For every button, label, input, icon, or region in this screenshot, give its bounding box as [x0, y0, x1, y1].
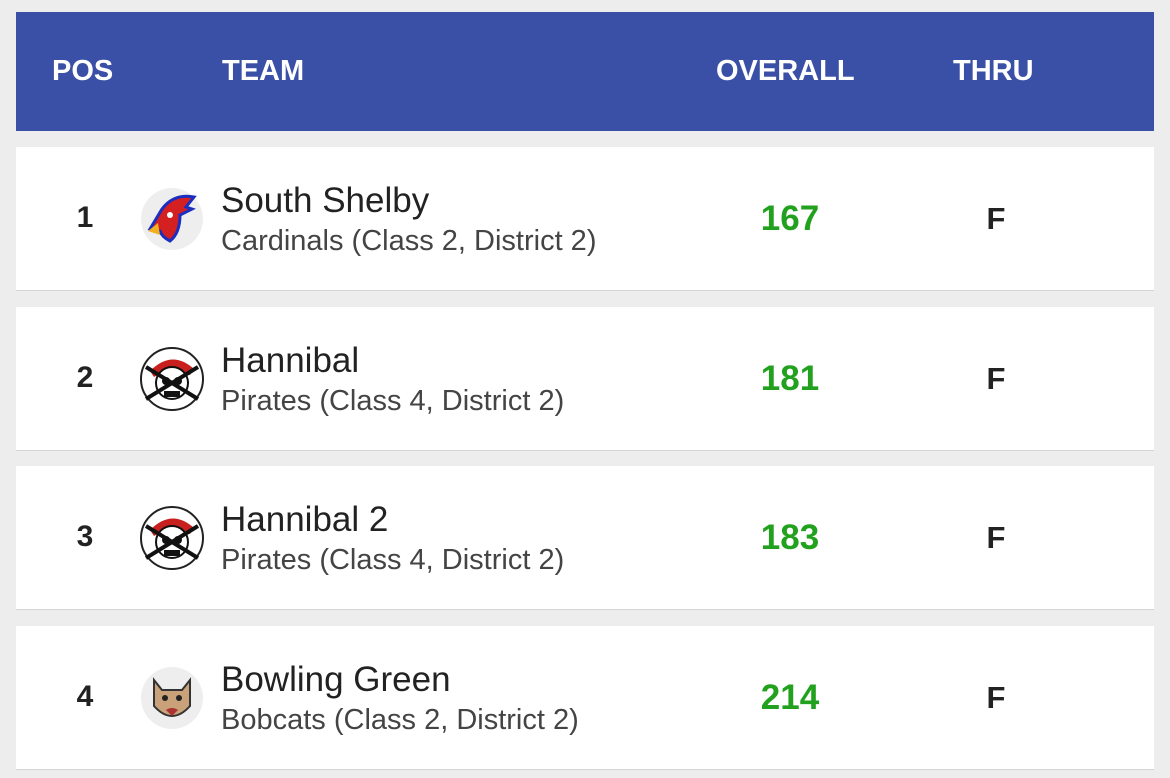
team-row[interactable]: 1 South Shelby Cardinals (Class 2, Distric…: [16, 147, 1154, 291]
overall-score: 183: [760, 518, 820, 557]
thru-status: F: [986, 679, 1006, 715]
team-row[interactable]: 4 Bowling Green Bobcats (Class 2, District…: [16, 625, 1154, 770]
team-logo: [140, 346, 204, 416]
overall-score: 167: [760, 199, 820, 238]
team-subtitle: Bobcats (Class 2, District 2): [221, 703, 579, 736]
team-subtitle: Pirates (Class 4, District 2): [221, 384, 565, 417]
team-row[interactable]: 3 Hannibal 2 Pirates (Class 4, District 2)…: [16, 466, 1154, 610]
column-header[interactable]: TEAM: [222, 55, 305, 87]
team-name: Hannibal 2: [221, 500, 389, 539]
overall-score: 214: [760, 677, 820, 717]
team-name: Hannibal: [221, 340, 360, 380]
team-subtitle: Pirates (Class 4, District 2): [221, 544, 565, 576]
team-name: South Shelby: [221, 181, 430, 220]
thru-status: F: [986, 201, 1006, 236]
thru-status: F: [986, 520, 1006, 555]
team-row[interactable]: 2 Hannibal Pirates (Class 4, District 2) 18…: [16, 306, 1154, 451]
position: 1: [76, 201, 94, 234]
column-header[interactable]: POS: [52, 55, 114, 87]
position: 4: [76, 679, 94, 713]
team-name: Bowling Green: [221, 659, 451, 699]
logo-icon: [140, 346, 204, 411]
column-header[interactable]: OVERALL: [716, 55, 855, 87]
overall-score: 181: [760, 358, 820, 398]
header-bar: POS TEAM OVERALL THRU: [16, 12, 1154, 131]
team-logo: [140, 666, 204, 735]
logo-icon: [140, 506, 204, 570]
thru-status: F: [986, 360, 1006, 396]
column-header[interactable]: THRU: [953, 55, 1034, 87]
position: 2: [76, 360, 94, 394]
team-subtitle: Cardinals (Class 2, District 2): [221, 225, 597, 257]
position: 3: [76, 520, 94, 553]
logo-icon: [141, 666, 203, 729]
team-logo: [140, 506, 204, 575]
logo-icon: [141, 188, 203, 250]
team-logo: [140, 187, 204, 256]
